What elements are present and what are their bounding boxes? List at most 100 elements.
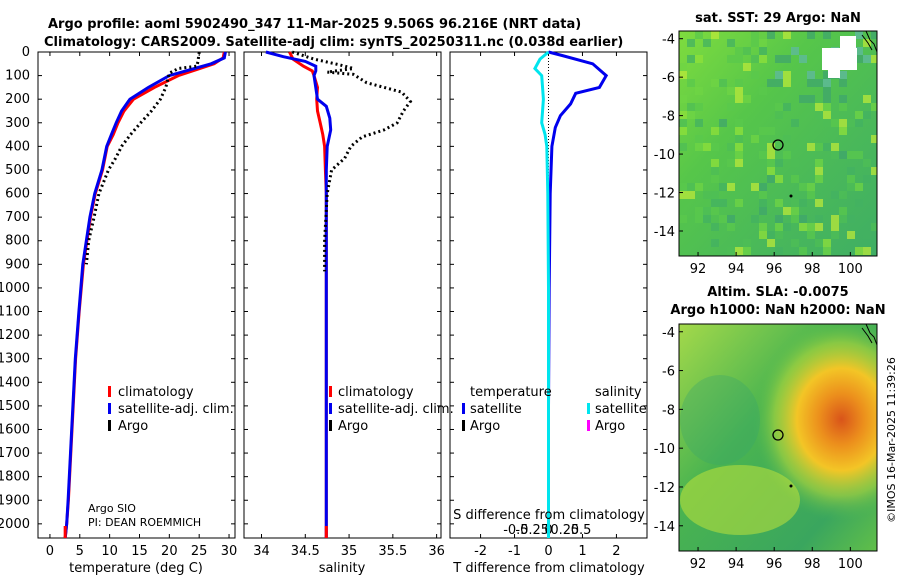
sst-pixel (735, 135, 743, 143)
x-tick-label: 0 (46, 544, 54, 559)
series-line-climatology (63, 51, 226, 539)
depth-tick-label: 1000 (0, 281, 30, 296)
sst-pixel (791, 199, 799, 207)
legend-swatch-argo (108, 420, 111, 431)
sst-pixel (679, 95, 687, 103)
depth-tick-label: 1500 (0, 399, 30, 414)
sst-cloud-gap (840, 36, 856, 48)
sst-pixel (871, 55, 877, 63)
sst-pixel (711, 207, 719, 215)
sst-pixel (871, 31, 877, 39)
x-tick-label: 36 (428, 544, 445, 559)
salinity-plot: 34 34.5 35 35.5 36 (253, 50, 445, 559)
depth-axis: 0 100 200 300 400 500 600 700 800 900 1000 1100 1200… (0, 45, 647, 532)
sst-pixel (735, 47, 743, 55)
legend-label-climatology: climatology (338, 385, 414, 400)
sst-pixel (695, 143, 703, 151)
depth-tick-label: 700 (5, 210, 30, 225)
argo-float-position-sla (772, 429, 784, 441)
depth-tick-label: 1800 (0, 470, 30, 485)
sst-pixel (759, 39, 767, 47)
sst-pixel (799, 215, 807, 223)
series-line-argo (291, 50, 413, 272)
sst-pixel (735, 87, 743, 95)
x-tick-label: 34 (253, 544, 270, 559)
lat-tick-label: -12 (654, 187, 675, 202)
sst-pixel (735, 127, 743, 135)
sst-pixel (687, 191, 695, 199)
sst-pixel (711, 175, 719, 183)
sst-pixel (743, 247, 751, 255)
x-tick-label: 5 (76, 544, 84, 559)
sst-pixel (807, 71, 815, 79)
sst-pixel (759, 47, 767, 55)
sst-pixel (839, 207, 847, 215)
sst-pixel (735, 159, 743, 167)
sst-pixel (823, 143, 831, 151)
sst-pixel (735, 55, 743, 63)
sst-pixel (735, 199, 743, 207)
depth-tick-label: 200 (5, 92, 30, 107)
sla-map-axes: 92 94 96 98 100 -4 -6 -8 -10 -12 -14 (654, 326, 863, 572)
sst-pixel (767, 79, 775, 87)
sst-pixel (687, 55, 695, 63)
sst-map (679, 31, 877, 256)
depth-tick-label: 300 (5, 116, 30, 131)
x-tick-label: 30 (221, 544, 238, 559)
sst-pixel (807, 223, 815, 231)
lat-tick-label: -14 (654, 520, 675, 535)
legend-label-t-satellite: satellite (470, 402, 522, 417)
legend-swatch-climatology (329, 386, 332, 397)
difference-legend: temperature satellite Argo salinity sate… (462, 385, 647, 434)
sst-pixel (695, 31, 703, 39)
x-tick-label: 2 (612, 544, 620, 559)
x-tick-label-top: -0.25 (515, 523, 549, 538)
sst-pixel (775, 175, 783, 183)
sst-pixel (679, 119, 687, 127)
depth-tick-label: 2000 (0, 517, 30, 532)
sst-pixel (687, 103, 695, 111)
sst-pixel (759, 207, 767, 215)
sst-pixel (863, 231, 871, 239)
sst-pixel (847, 167, 855, 175)
lat-tick-label: -12 (654, 481, 675, 496)
sst-pixel (815, 175, 823, 183)
sst-pixel (703, 143, 711, 151)
sst-pixel (679, 71, 687, 79)
sst-pixel (727, 55, 735, 63)
legend-label-s-argo: Argo (595, 419, 625, 434)
sst-pixel (871, 223, 877, 231)
sst-pixel (839, 151, 847, 159)
sst-pixel (839, 215, 847, 223)
lon-tick-label: 96 (766, 557, 783, 572)
sst-pixel (751, 39, 759, 47)
sst-pixel (783, 31, 791, 39)
sst-pixel (823, 239, 831, 247)
sst-pixel (799, 223, 807, 231)
sst-pixel (783, 223, 791, 231)
sst-pixel (823, 103, 831, 111)
sst-pixel (831, 143, 839, 151)
legend-swatch-s-argo (587, 420, 590, 431)
sst-pixel (807, 183, 815, 191)
sla-low-region (680, 375, 760, 465)
sst-map-frame (678, 30, 878, 257)
sst-pixel (695, 135, 703, 143)
sst-pixel (735, 151, 743, 159)
sst-pixel (695, 119, 703, 127)
credit-line2: PI: DEAN ROEMMICH (88, 516, 201, 529)
sst-pixel (831, 111, 839, 119)
legend-label-climatology: climatology (118, 385, 194, 400)
sst-pixel (703, 215, 711, 223)
sst-pixel (823, 79, 831, 87)
lon-tick-label: 92 (690, 262, 707, 277)
sst-pixel (855, 47, 863, 55)
sst-pixel (775, 111, 783, 119)
sst-pixel (711, 191, 719, 199)
legend-swatch-climatology (108, 386, 111, 397)
lat-tick-label: -6 (662, 365, 675, 380)
sst-pixel (727, 159, 735, 167)
sst-pixel (815, 111, 823, 119)
sst-pixel (767, 143, 775, 151)
sst-pixel (743, 95, 751, 103)
